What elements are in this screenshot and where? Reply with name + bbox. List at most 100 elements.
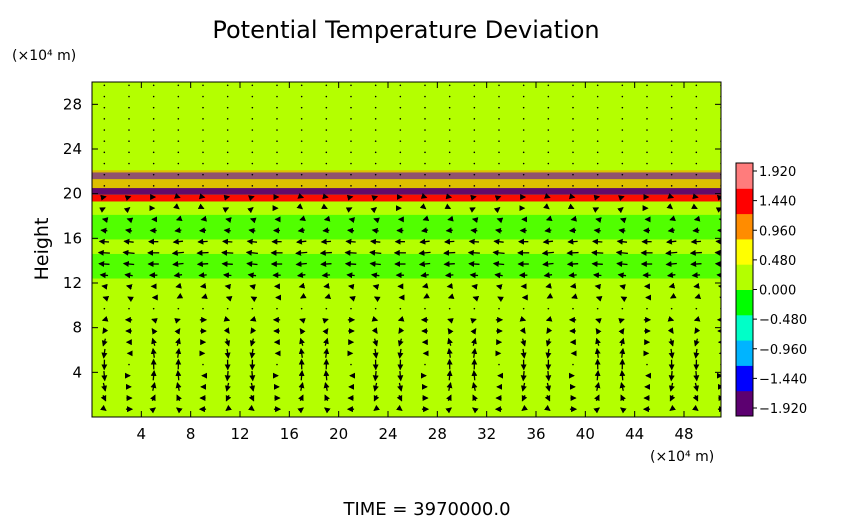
vector-93 — [175, 370, 182, 381]
vector-232 — [276, 162, 278, 165]
vector-707 — [669, 215, 676, 222]
vector-621 — [596, 173, 599, 176]
vector-200 — [251, 185, 254, 187]
vector-536 — [522, 118, 525, 120]
vector-419 — [424, 84, 426, 87]
vector-622 — [596, 162, 599, 165]
vector-180 — [248, 404, 255, 411]
vector-636 — [619, 337, 625, 346]
vector-7 — [102, 327, 109, 334]
vector-605 — [594, 347, 601, 358]
vector-356 — [374, 118, 377, 120]
vector-409 — [420, 193, 428, 199]
x-tick-label-40: 40 — [576, 425, 595, 443]
colorbar-label-8: −1.920 — [759, 402, 807, 417]
vector-6 — [101, 338, 108, 347]
vector-560 — [547, 185, 550, 187]
vector-129 — [202, 307, 204, 310]
vector-46 — [124, 227, 133, 234]
vector-66 — [151, 337, 157, 346]
vector-464 — [467, 249, 480, 256]
vector-15 — [98, 238, 110, 245]
vector-134 — [196, 249, 209, 256]
vector-16 — [100, 227, 108, 234]
vector-551 — [545, 282, 552, 289]
vector-298 — [325, 95, 328, 98]
vector-382 — [399, 162, 402, 165]
vector-84 — [152, 140, 155, 142]
vector-416 — [424, 118, 426, 120]
vector-403 — [418, 261, 431, 268]
vector-269 — [300, 84, 303, 87]
vector-715 — [670, 129, 673, 131]
vector-384 — [399, 140, 402, 142]
vector-624 — [596, 140, 599, 142]
vector-146 — [202, 118, 204, 120]
vector-629 — [596, 84, 599, 87]
vector-692 — [668, 382, 675, 392]
vector-260 — [300, 185, 303, 187]
vector-196 — [248, 227, 256, 234]
x-tick-label-48: 48 — [674, 425, 693, 443]
vector-293 — [325, 151, 328, 154]
vector-630 — [620, 407, 627, 414]
vector-427 — [447, 328, 454, 335]
vector-309 — [350, 307, 352, 310]
vector-515 — [520, 348, 527, 359]
vector-130 — [201, 293, 208, 300]
vector-253 — [295, 261, 307, 268]
vector-649 — [618, 195, 625, 201]
vector-252 — [296, 272, 306, 278]
vector-171 — [226, 173, 229, 176]
vector-207 — [251, 106, 254, 109]
vector-463 — [468, 261, 480, 268]
vector-383 — [399, 151, 402, 154]
vector-34 — [128, 363, 130, 366]
vector-729 — [695, 307, 698, 310]
vector-732 — [691, 272, 701, 279]
vector-91 — [176, 394, 182, 402]
field-band-4 — [92, 214, 721, 240]
vector-254 — [295, 249, 308, 256]
vector-150 — [225, 404, 232, 411]
vector-116 — [177, 118, 180, 120]
vector-601 — [594, 394, 600, 402]
vector-144 — [202, 140, 204, 142]
vector-256 — [297, 227, 305, 234]
vector-358 — [374, 95, 377, 98]
colorbar-label-1: 1.440 — [759, 195, 796, 210]
vector-686 — [646, 118, 648, 120]
vector-743 — [695, 151, 698, 154]
vector-703 — [665, 261, 677, 268]
vector-181 — [248, 394, 255, 402]
vector-706 — [667, 227, 675, 234]
vector-746 — [695, 118, 698, 120]
chart-title: Potential Temperature Deviation — [212, 16, 599, 44]
vector-444 — [448, 140, 451, 142]
vector-518 — [519, 315, 527, 322]
vector-699 — [670, 307, 673, 310]
vector-763 — [714, 261, 721, 268]
vector-238 — [276, 95, 278, 98]
vector-549 — [547, 307, 550, 310]
vector-450 — [472, 407, 479, 414]
vector-548 — [545, 315, 553, 322]
vector-453 — [471, 370, 478, 381]
vector-441 — [448, 173, 451, 176]
x-tick-label-8: 8 — [186, 425, 196, 443]
x-tick-label-16: 16 — [280, 425, 299, 443]
vector-142 — [202, 162, 204, 165]
vector-691 — [669, 394, 676, 402]
vector-80 — [152, 185, 155, 187]
vector-112 — [177, 162, 180, 165]
vector-96 — [175, 337, 181, 346]
vector-65 — [150, 347, 157, 358]
vector-484 — [498, 363, 500, 366]
vector-685 — [646, 129, 648, 131]
vector-162 — [222, 272, 232, 279]
vector-461 — [471, 283, 478, 290]
vector-611 — [594, 283, 601, 290]
vector-504 — [498, 140, 500, 142]
vector-193 — [246, 261, 258, 267]
vector-385 — [399, 129, 402, 131]
